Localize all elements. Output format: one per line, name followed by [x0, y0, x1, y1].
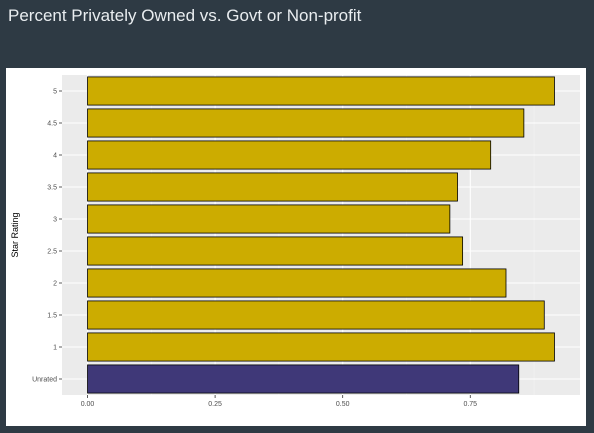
bar-3-5 — [87, 172, 458, 202]
x-tick-label: 0.00 — [81, 401, 95, 408]
y-tick-label: 5 — [53, 89, 57, 96]
x-tick-label: 0.50 — [336, 401, 350, 408]
bar-2 — [87, 268, 507, 298]
bar-5 — [87, 76, 555, 106]
y-tick-label: 3 — [53, 217, 57, 224]
y-tick-label: 4 — [53, 153, 57, 160]
bar-2-5 — [87, 236, 464, 266]
y-tick-label: 4.5 — [47, 121, 57, 128]
y-tick-label: 3.5 — [47, 185, 57, 192]
x-axis: 0.00 0.25 0.50 0.75 — [81, 395, 477, 408]
bar-1 — [87, 332, 555, 362]
y-axis: Unrated 1 1.5 2 2.5 3 3.5 4 4.5 5 — [32, 89, 62, 384]
x-tick-label: 0.25 — [208, 401, 222, 408]
bars — [87, 76, 555, 394]
y-tick-label: Unrated — [32, 377, 57, 384]
bar-unrated — [87, 364, 520, 394]
page-title: Percent Privately Owned vs. Govt or Non-… — [8, 6, 362, 25]
bar-4-5 — [87, 108, 525, 138]
bar-1-5 — [87, 300, 545, 330]
y-axis-title: Star Rating — [10, 212, 20, 257]
y-tick-label: 2 — [53, 281, 57, 288]
chart-panel: Unrated 1 1.5 2 2.5 3 3.5 4 4.5 5 0.00 0.25 0.50 0.7… — [6, 68, 586, 426]
x-tick-label: 0.75 — [463, 401, 477, 408]
bar-3 — [87, 204, 451, 234]
y-tick-label: 2.5 — [47, 249, 57, 256]
y-tick-label: 1 — [53, 345, 57, 352]
y-tick-label: 1.5 — [47, 313, 57, 320]
bar-chart: Unrated 1 1.5 2 2.5 3 3.5 4 4.5 5 0.00 0.25 0.50 0.7… — [10, 75, 580, 408]
bar-4 — [87, 140, 492, 170]
